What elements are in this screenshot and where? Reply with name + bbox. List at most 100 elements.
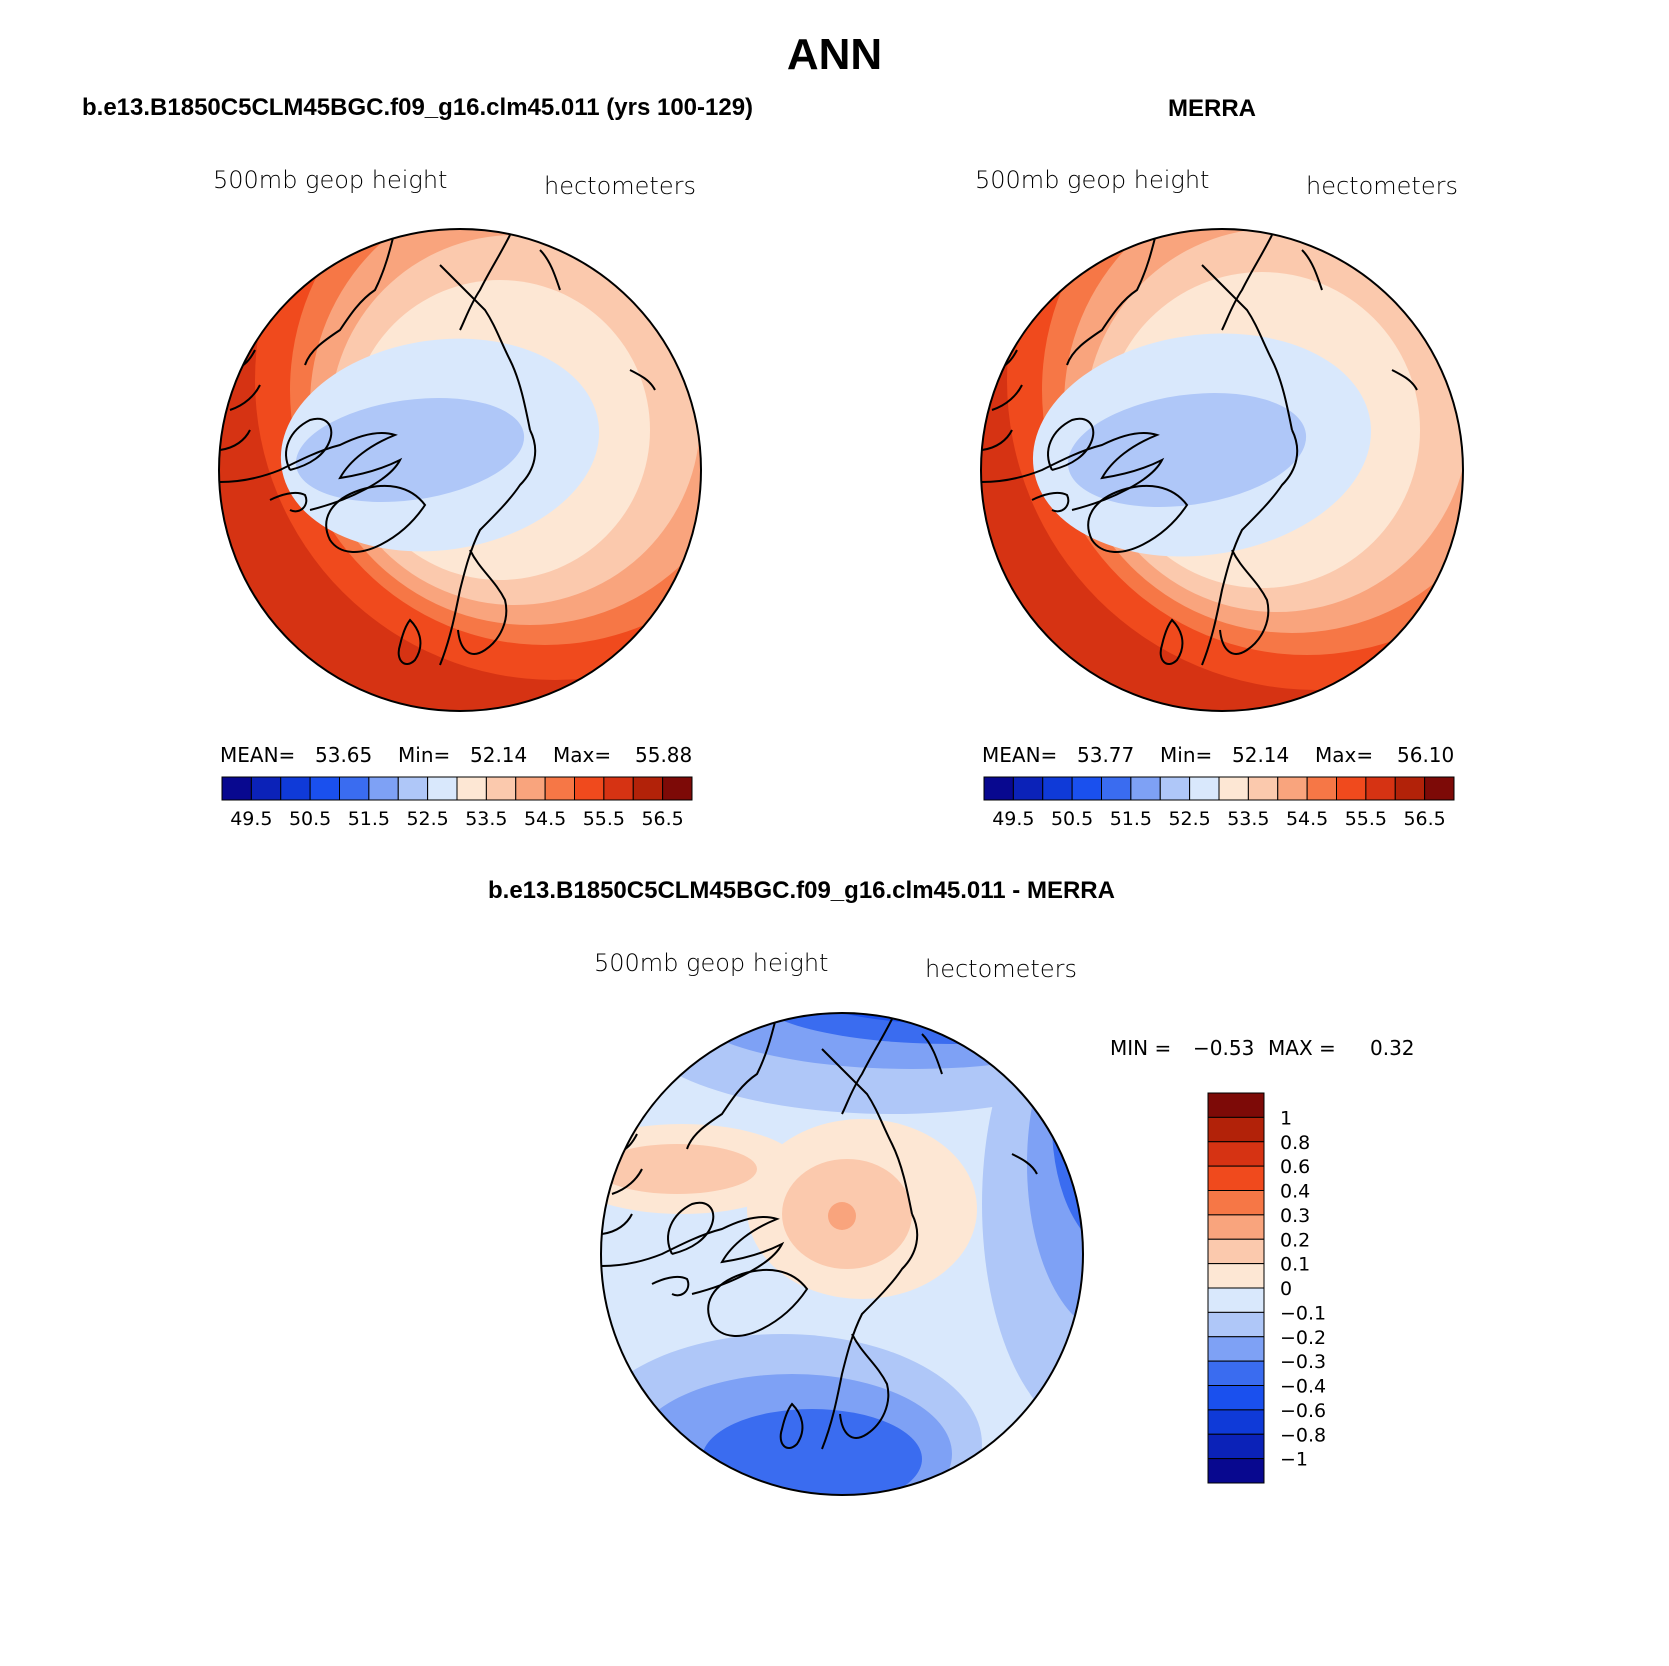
obs-colorbar-tick-label: 55.5 [1345, 808, 1387, 830]
obs-colorbar-swatch [1277, 776, 1308, 801]
model-contour-fill [219, 229, 701, 711]
model-colorbar-tick-label: 51.5 [348, 808, 390, 830]
obs-colorbar-tick-label: 50.5 [1051, 808, 1093, 830]
diff-coastlines [601, 1013, 1038, 1450]
diff-colorbar-swatch [1207, 1385, 1265, 1411]
model-colorbar-swatch [632, 776, 664, 801]
diff-units-label: hectometers [925, 955, 1077, 983]
diff-colorbar-swatch [1207, 1433, 1265, 1460]
diff-colorbar-tick-label: −0.8 [1280, 1424, 1326, 1446]
diff-colorbar-tick-label: −0.4 [1280, 1376, 1326, 1398]
page-title: ANN [786, 30, 883, 79]
obs-map-border [980, 228, 1464, 712]
model-colorbar-swatch [515, 776, 546, 801]
obs-colorbar: 49.5 50.5 51.5 52.5 53.5 54.5 55.5 56.5 [983, 776, 1455, 830]
model-colorbar-tick-label: 50.5 [289, 808, 331, 830]
diff-colorbar-swatch [1207, 1287, 1265, 1313]
diff-colorbar: 1 0.80.6 0.40.30.2 0.10−0.1 −0.2−0.3 −0.4−0.6… [1207, 1092, 1326, 1484]
obs-colorbar-swatch [1159, 776, 1191, 801]
model-colorbar-swatch [250, 776, 282, 801]
svg-text:Min=: Min= [1160, 743, 1212, 767]
obs-stats: MEAN= 53.77 Min= 52.14 Max= 56.10 [982, 743, 1454, 767]
obs-colorbar-swatch [1247, 776, 1279, 801]
diff-colorbar-swatch [1207, 1311, 1265, 1338]
diff-colorbar-swatch [1207, 1409, 1265, 1435]
diff-contour-fill [601, 1013, 1083, 1495]
svg-text:0.32: 0.32 [1370, 1036, 1415, 1060]
model-colorbar-swatch [574, 776, 605, 801]
obs-colorbar-swatch [1071, 776, 1102, 801]
obs-panel-heading: MERRA [1168, 95, 1256, 122]
diff-colorbar-swatch [1207, 1190, 1265, 1216]
model-colorbar-swatch [544, 776, 575, 801]
svg-text:53.65: 53.65 [315, 743, 372, 767]
diff-colorbar-swatch [1207, 1238, 1265, 1265]
diff-stats: MIN = −0.53 MAX = 0.32 [1110, 1036, 1415, 1060]
model-panel-heading: b.e13.B1850C5CLM45BGC.f09_g16.clm45.011 … [82, 94, 754, 121]
diff-colorbar-tick-label: −0.1 [1280, 1302, 1326, 1324]
obs-colorbar-tick-label: 53.5 [1227, 808, 1269, 830]
obs-colorbar-tick-label: 51.5 [1110, 808, 1152, 830]
obs-colorbar-swatch [1218, 776, 1249, 801]
obs-colorbar-swatch [1042, 776, 1073, 801]
model-colorbar: 49.5 50.5 51.5 52.5 53.5 54.5 55.5 56.5 [221, 776, 693, 830]
obs-colorbar-swatch [1394, 776, 1426, 801]
model-colorbar-swatch [456, 776, 487, 801]
obs-colorbar-tick-label: 52.5 [1168, 808, 1210, 830]
diff-colorbar-tick-label: 0.1 [1280, 1254, 1310, 1276]
model-colorbar-swatch [280, 776, 311, 801]
model-map-border [218, 228, 702, 712]
obs-colorbar-tick-label: 56.5 [1403, 808, 1445, 830]
model-colorbar-tick-label: 55.5 [583, 808, 625, 830]
svg-text:MEAN=: MEAN= [220, 743, 295, 767]
model-colorbar-swatch [368, 776, 399, 801]
svg-text:Max=: Max= [553, 743, 611, 767]
svg-text:MEAN=: MEAN= [982, 743, 1057, 767]
model-variable-label: 500mb geop height [213, 166, 448, 194]
diff-colorbar-tick-label: 0 [1280, 1278, 1292, 1300]
model-colorbar-tick-label: 52.5 [406, 808, 448, 830]
svg-text:Max=: Max= [1315, 743, 1373, 767]
obs-polar-map [980, 228, 1464, 712]
diff-colorbar-tick-label: 0.2 [1280, 1229, 1310, 1251]
obs-coastlines [981, 229, 1418, 666]
obs-colorbar-swatch [983, 776, 1014, 801]
obs-colorbar-swatch [1012, 776, 1044, 801]
diff-colorbar-tick-label: −0.3 [1280, 1351, 1326, 1373]
obs-colorbar-swatch [1130, 776, 1161, 801]
diff-polar-map [600, 1012, 1084, 1496]
diff-colorbar-swatch [1207, 1116, 1265, 1143]
model-colorbar-swatch [221, 776, 252, 801]
diff-colorbar-tick-label: 1 [1280, 1107, 1292, 1129]
model-colorbar-swatch [397, 776, 429, 801]
model-colorbar-swatch [662, 776, 693, 801]
obs-contour-fill [981, 229, 1463, 711]
obs-variable-label: 500mb geop height [975, 166, 1210, 194]
svg-text:Min=: Min= [398, 743, 450, 767]
diff-colorbar-tick-label: −0.6 [1280, 1400, 1326, 1422]
diff-colorbar-swatch [1207, 1263, 1265, 1289]
diff-map-border [600, 1012, 1084, 1496]
diff-colorbar-swatch [1207, 1336, 1265, 1362]
model-stats: MEAN= 53.65 Min= 52.14 Max= 55.88 [220, 743, 692, 767]
obs-colorbar-tick-label: 49.5 [992, 808, 1034, 830]
model-colorbar-swatch [309, 776, 340, 801]
obs-colorbar-swatch [1306, 776, 1337, 801]
obs-colorbar-swatch [1336, 776, 1367, 801]
model-colorbar-tick-label: 53.5 [465, 808, 507, 830]
model-colorbar-tick-label: 56.5 [641, 808, 683, 830]
svg-text:52.14: 52.14 [470, 743, 527, 767]
model-colorbar-swatch [339, 776, 370, 801]
obs-colorbar-tick-label: 54.5 [1286, 808, 1328, 830]
obs-colorbar-swatch [1365, 776, 1396, 801]
diff-colorbar-swatch [1207, 1092, 1265, 1118]
diff-colorbar-swatch [1207, 1458, 1265, 1484]
diff-colorbar-swatch [1207, 1141, 1265, 1167]
diff-colorbar-tick-label: 0.8 [1280, 1132, 1310, 1154]
svg-text:53.77: 53.77 [1077, 743, 1134, 767]
model-units-label: hectometers [544, 172, 696, 200]
obs-colorbar-swatch [1189, 776, 1220, 801]
diff-colorbar-tick-label: 0.4 [1280, 1181, 1310, 1203]
svg-text:MIN =: MIN = [1110, 1036, 1171, 1060]
diff-panel-heading: b.e13.B1850C5CLM45BGC.f09_g16.clm45.011 … [488, 877, 1115, 904]
